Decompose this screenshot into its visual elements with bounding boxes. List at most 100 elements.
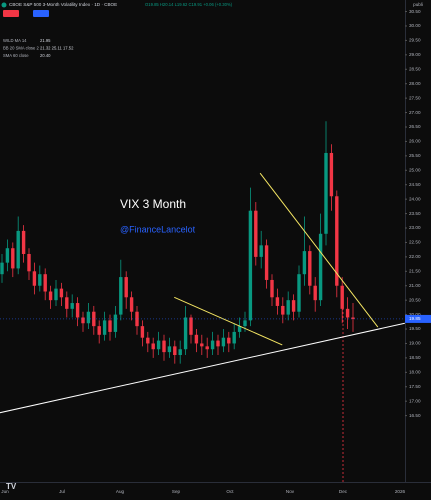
x-tick-label: Jun xyxy=(1,489,9,494)
candle-body xyxy=(281,305,285,315)
trendline xyxy=(0,322,405,414)
candle-body xyxy=(227,337,231,344)
candle-body xyxy=(232,331,236,344)
x-tick-label: Sep xyxy=(172,489,181,494)
y-tick-label: 25.50 xyxy=(409,153,421,158)
y-tick-label: 28.00 xyxy=(409,81,421,86)
candle-body xyxy=(54,288,58,301)
candle-body xyxy=(351,317,355,319)
y-tick-label: 21.00 xyxy=(409,283,421,288)
y-tick-label: 23.50 xyxy=(409,211,421,216)
candle-body xyxy=(345,308,350,318)
candle-body xyxy=(135,311,139,327)
candle-body xyxy=(291,300,296,312)
candle-body xyxy=(59,288,64,298)
y-tick-label: 24.50 xyxy=(409,182,421,187)
candle-body xyxy=(221,337,226,347)
x-tick-label: Dec xyxy=(339,489,348,494)
candle-body xyxy=(167,346,172,353)
candle-body xyxy=(151,343,155,350)
candle-body xyxy=(259,245,263,257)
candle-body xyxy=(140,326,145,338)
y-tick-label: 17.50 xyxy=(409,384,421,389)
y-tick-label: 26.00 xyxy=(409,139,421,144)
y-tick-label: 29.50 xyxy=(409,38,421,43)
candle-body xyxy=(156,340,161,350)
candle-body xyxy=(124,277,128,298)
candle-body xyxy=(27,253,31,272)
x-tick-label: Jul xyxy=(59,489,65,494)
candle-body xyxy=(0,262,4,275)
y-tick-label: 20.50 xyxy=(409,297,421,302)
y-tick-label: 23.00 xyxy=(409,225,421,230)
y-tick-label: 17.00 xyxy=(409,398,421,403)
x-tick-label: Aug xyxy=(116,489,125,494)
x-tick-label: Nov xyxy=(286,489,295,494)
trendline xyxy=(259,172,379,328)
candle-body xyxy=(313,285,317,301)
candle-body xyxy=(340,285,344,309)
candle-body xyxy=(129,297,134,312)
legend-name: BB 20 SMA close 2 xyxy=(3,46,40,51)
y-tick-label: 30.50 xyxy=(409,9,421,14)
y-tick-label: 28.50 xyxy=(409,66,421,71)
status-icon xyxy=(1,2,7,8)
candle-body xyxy=(243,320,247,327)
candle-body xyxy=(308,251,312,286)
candle-body xyxy=(70,303,74,309)
candle-body xyxy=(32,271,37,286)
candle-body xyxy=(264,245,269,280)
candle-body xyxy=(318,233,323,301)
annotation: @FinanceLancelot xyxy=(120,224,196,234)
candle-body xyxy=(183,317,188,350)
y-tick-label: 25.00 xyxy=(409,168,421,173)
sell-button[interactable] xyxy=(3,10,19,17)
y-tick-label: 27.50 xyxy=(409,95,421,100)
candle-body xyxy=(286,300,290,315)
y-tick-label: 18.50 xyxy=(409,355,421,360)
candle-body xyxy=(237,326,242,332)
logo: TV xyxy=(6,482,17,491)
legend-name: SMA 60 close xyxy=(3,53,29,58)
legend-values: 20.40 xyxy=(40,53,51,58)
candle-body xyxy=(48,291,53,301)
y-tick-label: 29.00 xyxy=(409,52,421,57)
candle-body xyxy=(65,297,69,309)
candle-body xyxy=(324,152,328,234)
candle-body xyxy=(108,320,112,332)
y-tick-label: 27.00 xyxy=(409,110,421,115)
candle-body xyxy=(194,334,199,344)
candle-body xyxy=(254,210,258,257)
candle-body xyxy=(162,340,166,353)
buy-button[interactable] xyxy=(33,10,49,17)
candle-body xyxy=(81,317,85,324)
y-tick-label: 22.50 xyxy=(409,240,421,245)
ohlc-header: O19.85 H20.14 L19.62 C19.91 +0.06 (+0.30… xyxy=(145,2,233,7)
y-tick-label: 21.50 xyxy=(409,269,421,274)
last-price-box xyxy=(405,314,431,323)
candle-body xyxy=(335,196,339,286)
candle-body xyxy=(270,279,274,298)
candle-body xyxy=(205,346,209,350)
candle-body xyxy=(210,340,215,350)
y-tick-label: 22.00 xyxy=(409,254,421,259)
y-tick-label: 26.50 xyxy=(409,124,421,129)
y-tick-label: 19.50 xyxy=(409,326,421,331)
candle-body xyxy=(329,152,334,197)
axis-header: publi xyxy=(413,2,423,7)
last-price-label: 19.85 xyxy=(409,316,421,321)
candle-body xyxy=(86,311,91,324)
candle-body xyxy=(248,210,253,321)
y-tick-label: 19.00 xyxy=(409,341,421,346)
candle-body xyxy=(173,346,177,356)
candle-body xyxy=(297,274,301,312)
candle-body xyxy=(119,277,123,315)
candle-body xyxy=(43,274,47,292)
candle-body xyxy=(16,230,20,269)
candle-body xyxy=(97,326,101,335)
trendline xyxy=(174,296,283,346)
y-tick-label: 24.00 xyxy=(409,196,421,201)
